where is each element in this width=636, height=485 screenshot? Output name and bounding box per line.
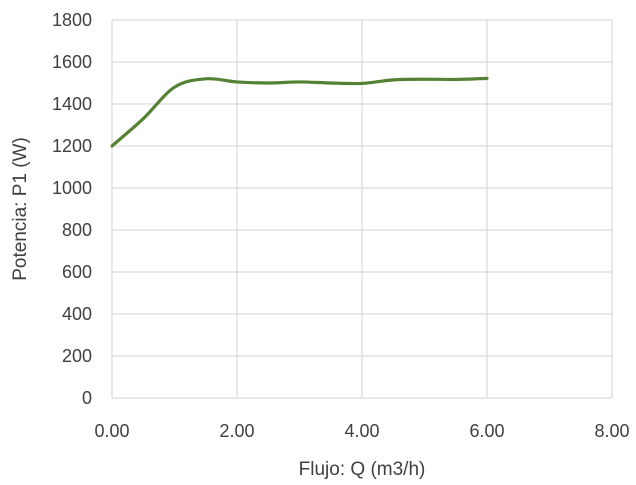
y-axis-title: Potencia: P1 (W) — [10, 137, 31, 281]
y-tick-label: 800 — [62, 220, 92, 240]
x-tick-label: 8.00 — [594, 421, 629, 441]
axes — [111, 20, 612, 399]
y-tick-label: 1200 — [52, 136, 92, 156]
gridlines — [112, 19, 613, 398]
series-lines — [110, 76, 489, 148]
y-tick-label: 600 — [62, 262, 92, 282]
y-tick-labels: 0 200 400 600 800 1000 1200 1400 1600 1800 — [52, 10, 92, 408]
x-tick-label: 0.00 — [94, 421, 129, 441]
x-tick-label: 6.00 — [469, 421, 504, 441]
y-tick-label: 400 — [62, 304, 92, 324]
x-axis-title: Flujo: Q (m3/h) — [299, 459, 426, 480]
series-line — [110, 76, 489, 148]
y-tick-label: 1400 — [52, 94, 92, 114]
y-tick-label: 200 — [62, 346, 92, 366]
y-tick-label: 1600 — [52, 52, 92, 72]
y-tick-label: 0 — [82, 388, 92, 408]
x-tick-label: 4.00 — [344, 421, 379, 441]
x-tick-labels: 0.00 2.00 4.00 6.00 8.00 — [94, 421, 629, 441]
y-tick-label: 1000 — [52, 178, 92, 198]
x-tick-label: 2.00 — [219, 421, 254, 441]
y-tick-label: 1800 — [52, 10, 92, 30]
